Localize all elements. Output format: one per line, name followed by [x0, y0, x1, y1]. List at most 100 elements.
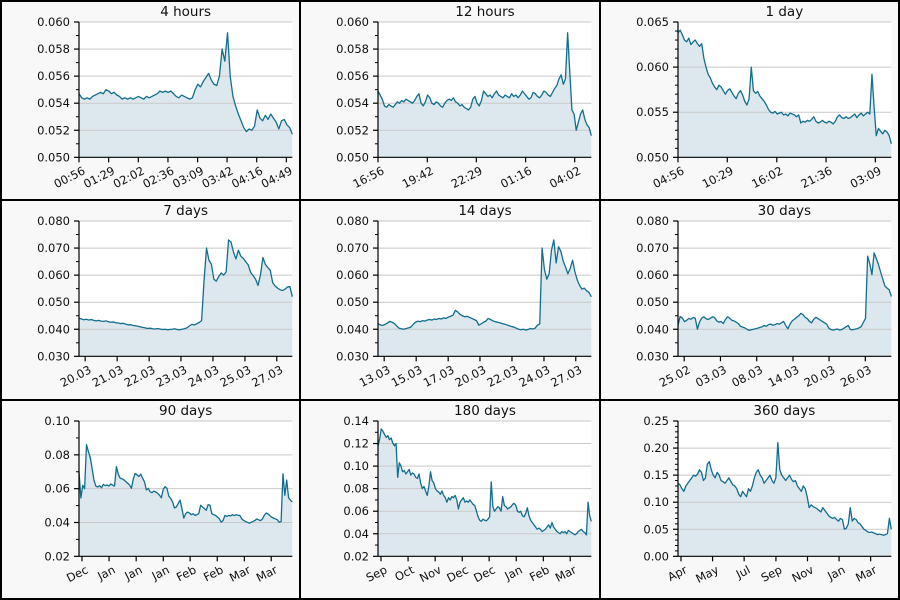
chart-14-days-title: 14 days	[458, 203, 512, 220]
svg-text:0.060: 0.060	[37, 15, 70, 29]
chart-panel-7-days: 0.030 0.040 0.050 0.060 0.070 0.080 20.03 21.03…	[2, 201, 300, 399]
svg-text:0.040: 0.040	[336, 323, 369, 337]
svg-text:0.050: 0.050	[37, 296, 70, 310]
svg-text:10:29: 10:29	[699, 164, 735, 192]
svg-text:Feb: Feb	[201, 562, 226, 584]
chart-7-days-title: 7 days	[163, 203, 209, 220]
svg-text:0.04: 0.04	[44, 515, 70, 529]
svg-text:0.12: 0.12	[344, 436, 370, 450]
svg-text:0.050: 0.050	[636, 296, 669, 310]
svg-text:22.03: 22.03	[122, 363, 158, 390]
chart-panel-90-days: 0.02 0.04 0.06 0.08 0.10 Dec Jan Jan Jan Feb Feb Ma…	[2, 400, 300, 598]
chart-7-days-plot: 0.030 0.040 0.050 0.060 0.070 0.080 20.0321.03…	[37, 214, 293, 390]
svg-text:0.02: 0.02	[344, 549, 370, 563]
svg-text:Mar: Mar	[553, 562, 579, 584]
chart-panel-1-day: 0.050 0.055 0.060 0.065 04:56 10:29 16:02 21:36…	[600, 2, 898, 200]
chart-panel-12-hours: 0.050 0.052 0.054 0.056 0.058 0.060 16:56 19:42…	[301, 2, 599, 200]
svg-text:Dec: Dec	[64, 562, 90, 585]
svg-text:01:16: 01:16	[498, 164, 534, 192]
svg-text:22.03: 22.03	[485, 363, 521, 390]
svg-text:0.06: 0.06	[44, 481, 70, 495]
svg-text:19:42: 19:42	[400, 164, 436, 192]
svg-text:0.080: 0.080	[336, 214, 369, 228]
svg-text:04:02: 04:02	[547, 164, 583, 192]
svg-text:04:49: 04:49	[259, 164, 295, 192]
svg-text:0.25: 0.25	[643, 414, 669, 428]
svg-text:Jan: Jan	[502, 562, 525, 583]
svg-text:Sep: Sep	[364, 562, 390, 584]
svg-text:0.070: 0.070	[636, 241, 669, 255]
svg-text:0.055: 0.055	[636, 105, 669, 119]
svg-text:Mar: Mar	[853, 562, 879, 584]
svg-text:17.03: 17.03	[421, 363, 457, 390]
svg-text:24.03: 24.03	[517, 363, 553, 390]
svg-text:0.08: 0.08	[44, 447, 70, 461]
svg-text:0.14: 0.14	[344, 414, 370, 428]
svg-text:May: May	[693, 562, 721, 585]
svg-text:20.03: 20.03	[58, 363, 94, 390]
svg-text:03:09: 03:09	[847, 164, 883, 192]
svg-text:25.03: 25.03	[218, 363, 254, 390]
svg-text:Dec: Dec	[472, 562, 498, 585]
svg-text:0.10: 0.10	[643, 495, 669, 509]
chart-30-days-title: 30 days	[757, 203, 811, 220]
svg-text:0.02: 0.02	[44, 549, 70, 563]
svg-text:08.03: 08.03	[729, 363, 765, 390]
svg-text:0.04: 0.04	[344, 526, 370, 540]
chart-panel-180-days: 0.02 0.04 0.06 0.08 0.10 0.12 0.14 Sep Oct Nov Dec…	[301, 400, 599, 598]
svg-text:0.20: 0.20	[643, 441, 669, 455]
svg-text:0.070: 0.070	[336, 241, 369, 255]
svg-text:0.065: 0.065	[636, 15, 669, 29]
svg-text:0.060: 0.060	[636, 268, 669, 282]
svg-text:Dec: Dec	[445, 562, 471, 585]
svg-text:0.056: 0.056	[336, 69, 369, 83]
svg-text:Jan: Jan	[94, 562, 117, 583]
svg-text:26.03: 26.03	[838, 363, 874, 390]
svg-text:0.050: 0.050	[336, 296, 369, 310]
svg-text:27.03: 27.03	[549, 363, 585, 390]
chart-panel-14-days: 0.030 0.040 0.050 0.060 0.070 0.080 13.03 15.03…	[301, 201, 599, 399]
svg-text:Mar: Mar	[254, 562, 280, 584]
svg-text:0.070: 0.070	[37, 241, 70, 255]
svg-text:03.03: 03.03	[693, 363, 729, 390]
chart-panel-4-hours: 0.050 0.052 0.054 0.056 0.058 0.060 00:56 01:29…	[2, 2, 300, 200]
svg-text:14.03: 14.03	[765, 363, 801, 390]
svg-text:20.03: 20.03	[453, 363, 489, 390]
svg-text:15.03: 15.03	[389, 363, 425, 390]
svg-text:0.050: 0.050	[37, 150, 70, 164]
svg-text:0.05: 0.05	[643, 522, 669, 536]
chart-4-hours-plot: 0.0500.0520.0540.0560.0580.06000:5601:29…	[37, 15, 295, 192]
svg-text:0.06: 0.06	[344, 504, 370, 518]
svg-text:0.040: 0.040	[37, 323, 70, 337]
chart-30-days-plot: 0.030 0.040 0.050 0.060 0.070 0.080 25.02 03.03…	[636, 214, 892, 390]
svg-text:Feb: Feb	[528, 562, 553, 584]
svg-text:Jan: Jan	[121, 562, 144, 583]
chart-12-hours-plot: 0.050 0.052 0.054 0.056 0.058 0.060 16:56 19:42…	[336, 15, 593, 192]
svg-text:0.050: 0.050	[336, 150, 369, 164]
chart-1-day-plot: 0.050 0.055 0.060 0.065 04:56 10:29 16:02 21:36…	[636, 15, 892, 192]
svg-text:0.054: 0.054	[336, 96, 369, 110]
svg-text:0.060: 0.060	[336, 268, 369, 282]
svg-text:0.10: 0.10	[344, 459, 370, 473]
svg-text:21.03: 21.03	[90, 363, 126, 390]
svg-text:04:56: 04:56	[650, 164, 686, 192]
svg-text:Jan: Jan	[824, 562, 847, 583]
svg-text:0.030: 0.030	[636, 350, 669, 364]
svg-text:16:56: 16:56	[351, 164, 387, 192]
svg-text:Apr: Apr	[665, 562, 689, 584]
svg-text:22:29: 22:29	[449, 164, 485, 192]
chart-panel-360-days: 0.00 0.05 0.10 0.15 0.20 0.25 Apr May Jul Sep Nov J…	[600, 400, 898, 598]
svg-text:0.15: 0.15	[643, 468, 669, 482]
svg-text:0.052: 0.052	[336, 123, 369, 137]
svg-text:0.030: 0.030	[37, 350, 70, 364]
svg-text:Sep: Sep	[758, 562, 784, 584]
chart-360-days-plot: 0.00 0.05 0.10 0.15 0.20 0.25 Apr May Jul Sep Nov J…	[643, 414, 892, 585]
svg-text:23.03: 23.03	[154, 363, 190, 390]
svg-text:0.040: 0.040	[636, 323, 669, 337]
chart-360-days-title: 360 days	[753, 402, 816, 419]
svg-text:0.050: 0.050	[636, 150, 669, 164]
chart-90-days-title: 90 days	[158, 402, 213, 419]
